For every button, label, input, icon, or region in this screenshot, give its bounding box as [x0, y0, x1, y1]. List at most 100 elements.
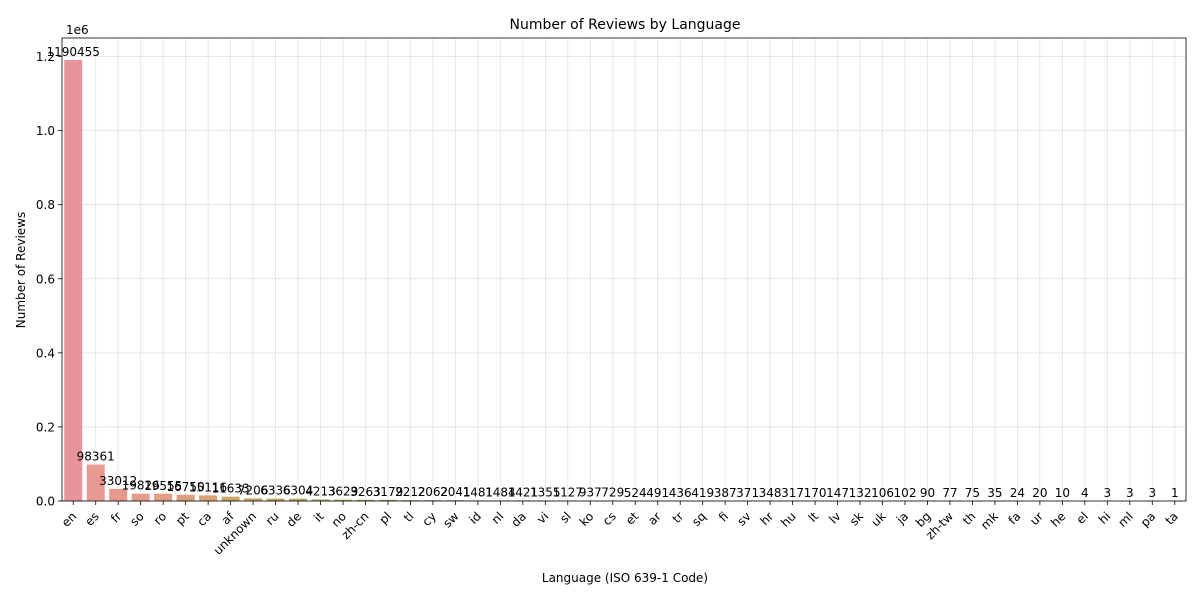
- data-label-no: 3629: [328, 485, 359, 499]
- x-tick-label-id: id: [466, 509, 484, 527]
- bar-af: [221, 496, 240, 501]
- data-label-ko: 937: [579, 486, 602, 500]
- data-label-da: 1421: [508, 485, 539, 499]
- data-label-unknown: 7206: [238, 483, 269, 497]
- bar-de: [289, 498, 308, 501]
- data-label-ar: 491: [646, 486, 669, 500]
- data-label-so: 19826: [122, 479, 160, 493]
- x-tick-label-ml: ml: [1115, 509, 1136, 530]
- x-tick-label-fi: fi: [716, 509, 731, 524]
- y-axis-label: Number of Reviews: [14, 212, 28, 328]
- x-tick-label-cy: cy: [419, 509, 439, 529]
- x-tick-label-th: th: [960, 509, 979, 528]
- bar-tl: [401, 500, 420, 501]
- x-tick-label-hu: hu: [778, 509, 799, 530]
- x-tick-label-cs: cs: [600, 509, 619, 528]
- bar-ro: [154, 493, 173, 501]
- x-tick-label-so: so: [127, 509, 147, 529]
- x-tick-label-ru: ru: [263, 509, 282, 528]
- x-tick-label-fa: fa: [1005, 509, 1023, 527]
- data-label-sl: 1127: [553, 486, 584, 500]
- x-tick-label-tl: tl: [401, 509, 417, 525]
- x-tick-label-vi: vi: [534, 509, 551, 526]
- data-label-bg: 90: [920, 486, 935, 500]
- x-tick-label-et: et: [623, 509, 642, 528]
- data-label-vi: 1355: [530, 485, 561, 499]
- y-tick-label: 0.2: [36, 420, 55, 434]
- data-label-hr: 348: [759, 486, 782, 500]
- x-tick-label-el: el: [1073, 509, 1090, 526]
- data-label-el: 4: [1081, 486, 1089, 500]
- bar-unknown: [244, 498, 263, 501]
- data-label-af: 11633: [212, 482, 250, 496]
- data-label-sk: 132: [849, 486, 872, 500]
- data-label-cy: 2062: [418, 485, 449, 499]
- data-label-sq: 419: [691, 486, 714, 500]
- bar-it: [311, 499, 330, 501]
- data-label-ta: 1: [1171, 486, 1179, 500]
- bar-ca: [199, 495, 218, 501]
- chart-title: Number of Reviews by Language: [509, 17, 740, 33]
- data-label-zh-cn: 3263: [350, 485, 381, 499]
- data-label-nl: 1484: [485, 485, 516, 499]
- data-label-he: 10: [1055, 486, 1070, 500]
- y-tick-label: 0.6: [36, 272, 55, 286]
- data-label-ro: 19555: [144, 479, 182, 493]
- data-label-pl: 3179: [373, 485, 404, 499]
- data-label-sw: 2041: [440, 485, 471, 499]
- x-tick-label-ar: ar: [645, 509, 664, 528]
- y-offset-label: 1e6: [66, 23, 89, 37]
- x-tick-label-ca: ca: [194, 509, 214, 529]
- bar-es: [86, 464, 105, 501]
- data-label-de: 6304: [283, 484, 314, 498]
- x-tick-label-mk: mk: [978, 509, 1001, 532]
- data-label-hu: 317: [781, 486, 804, 500]
- data-label-tl: 2212: [395, 485, 426, 499]
- x-tick-label-hr: hr: [757, 509, 776, 528]
- data-label-fa: 24: [1010, 486, 1025, 500]
- data-label-uk: 106: [871, 486, 894, 500]
- x-tick-label-sw: sw: [440, 509, 461, 530]
- x-tick-label-ur: ur: [1027, 509, 1046, 528]
- x-tick-label-he: he: [1048, 509, 1069, 530]
- x-tick-label-de: de: [284, 509, 305, 530]
- x-tick-label-lv: lv: [826, 509, 843, 526]
- bar-so: [131, 493, 150, 501]
- x-tick-label-da: da: [508, 509, 528, 529]
- x-tick-label-pl: pl: [376, 509, 394, 527]
- data-label-id: 1481: [463, 485, 494, 499]
- x-tick-label-ro: ro: [151, 509, 169, 527]
- y-tick-label: 0.4: [36, 346, 55, 360]
- bar-en: [64, 60, 83, 501]
- x-tick-label-tr: tr: [670, 509, 687, 526]
- bar-pl: [378, 499, 397, 501]
- data-label-sv: 371: [736, 486, 759, 500]
- x-tick-label-uk: uk: [868, 509, 888, 529]
- x-tick-label-sv: sv: [734, 509, 753, 528]
- x-tick-label-ko: ko: [577, 509, 597, 529]
- x-tick-label-sq: sq: [689, 509, 709, 529]
- x-tick-label-pa: pa: [1138, 509, 1158, 529]
- data-label-lv: 147: [826, 486, 849, 500]
- x-tick-label-en: en: [59, 509, 80, 530]
- data-label-tr: 436: [669, 486, 692, 500]
- data-label-fi: 387: [714, 486, 737, 500]
- bar-pt: [176, 494, 195, 501]
- data-label-zh-tw: 77: [942, 486, 957, 500]
- y-tick-label: 0.8: [36, 198, 55, 212]
- data-label-ml: 3: [1126, 486, 1134, 500]
- data-label-ru: 6336: [260, 484, 291, 498]
- x-tick-label-sk: sk: [847, 509, 866, 528]
- y-tick-label: 1.2: [36, 50, 55, 64]
- data-label-cs: 729: [601, 486, 624, 500]
- data-label-pa: 3: [1148, 486, 1156, 500]
- data-label-th: 75: [965, 486, 980, 500]
- data-label-ur: 20: [1032, 486, 1047, 500]
- data-label-en: 1190455: [47, 45, 100, 59]
- x-tick-label-es: es: [82, 509, 102, 529]
- y-axis-ticks: 0.0 0.2 0.4 0.6 0.8 1.0 1.2: [36, 50, 62, 509]
- data-label-ja: 102: [894, 486, 917, 500]
- x-tick-label-lt: lt: [806, 509, 822, 525]
